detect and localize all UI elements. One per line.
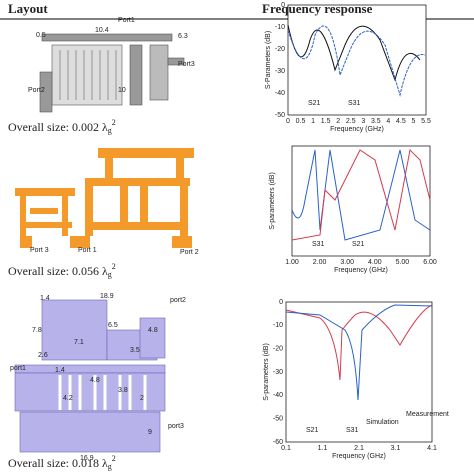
x-tick-label: 3.5 — [371, 118, 381, 125]
y-tick-label: -20 — [275, 46, 285, 53]
x-tick-label: 2.5 — [346, 118, 356, 125]
caption-sub: g — [108, 462, 112, 471]
y-tick-label: -50 — [275, 112, 285, 119]
caption: Overall size: 0.056 λg2 — [8, 262, 116, 279]
plot-annotation: S21 — [308, 100, 321, 107]
layout-label: 1.4 — [55, 367, 65, 374]
layout-3 — [14, 299, 166, 453]
y-tick-label: -40 — [275, 90, 285, 97]
caption-sub: g — [108, 270, 112, 279]
layout-label: 10 — [118, 87, 126, 94]
plot-annotation: S31 — [348, 100, 361, 107]
x-tick-label: 3.1 — [391, 445, 401, 452]
layout-label: Port 3 — [30, 247, 49, 254]
x-tick-label: 2.1 — [354, 445, 364, 452]
x-tick-label: 3.00 — [340, 259, 354, 266]
layout-label: 7.8 — [32, 327, 42, 334]
layout-label: 2.6 — [38, 352, 48, 359]
x-axis-label: Frequency (GHz) — [332, 453, 386, 460]
layout-label: 1.4 — [40, 295, 50, 302]
plot-annotation: Simulation — [366, 419, 399, 426]
layout-label: 2 — [140, 395, 144, 402]
layout-label: 3.5 — [130, 347, 140, 354]
plot-annotation: S21 — [306, 427, 319, 434]
plot-annotation: Measurement — [406, 411, 449, 418]
plot-2 — [291, 145, 431, 257]
layout-label: 4.8 — [90, 377, 100, 384]
x-tick-label: 5.5 — [421, 118, 431, 125]
caption-sup: 2 — [112, 118, 116, 127]
layout-label: 4.2 — [63, 395, 73, 402]
caption: Overall size: 0.002 λg2 — [8, 118, 116, 135]
plot-annotation: S31 — [312, 241, 325, 248]
layout-label: Port 2 — [180, 249, 199, 256]
x-axis-label: Frequency (GHz) — [334, 267, 388, 274]
layout-2 — [15, 148, 194, 248]
layout-label: 3.8 — [118, 387, 128, 394]
x-tick-label: 5.00 — [396, 259, 410, 266]
x-tick-label: 0.1 — [281, 445, 291, 452]
x-tick-label: 1 — [311, 118, 315, 125]
y-tick-label: -60 — [273, 439, 283, 446]
layout-label: 9 — [148, 429, 152, 436]
y-axis-label: S-parameters (dB) — [269, 172, 276, 230]
layout-label: port3 — [168, 423, 184, 430]
x-tick-label: 6.00 — [423, 259, 437, 266]
header-layout: Layout — [8, 1, 48, 16]
y-tick-label: -20 — [273, 346, 283, 353]
x-tick-label: 0.5 — [296, 118, 306, 125]
layout-label: 0.5 — [36, 32, 46, 39]
plot-3 — [285, 301, 433, 443]
y-axis-label: S-parameters (dB) — [263, 343, 270, 401]
header-response: Frequency response — [262, 1, 373, 16]
layout-label: port2 — [170, 297, 186, 304]
caption-sup: 2 — [112, 262, 116, 271]
caption-sup: 2 — [112, 454, 116, 463]
x-tick-label: 2 — [336, 118, 340, 125]
layout-label: 16.9 — [80, 455, 94, 462]
y-tick-label: -50 — [273, 416, 283, 423]
layout-label: 6.3 — [178, 33, 188, 40]
caption: Overall size: 0.018 λg2 — [8, 454, 116, 471]
x-axis-label: Frequency (GHz) — [330, 126, 384, 133]
plot-annotation: S21 — [352, 241, 365, 248]
x-tick-label: 4.00 — [368, 259, 382, 266]
layout-label: Port3 — [178, 61, 195, 68]
layout-label: Port 1 — [78, 247, 97, 254]
caption-text: Overall size: 0.002 λ — [8, 120, 108, 134]
y-tick-label: -30 — [273, 369, 283, 376]
caption-text: Overall size: 0.056 λ — [8, 264, 108, 278]
x-tick-label: 5 — [412, 118, 416, 125]
x-tick-label: 4.1 — [427, 445, 437, 452]
caption-sub: g — [108, 126, 112, 135]
plot-1 — [287, 4, 427, 116]
layout-label: 6.5 — [108, 322, 118, 329]
caption-text: Overall size: 0.018 λ — [8, 456, 108, 470]
layout-1 — [39, 33, 185, 113]
x-tick-label: 1.00 — [285, 259, 299, 266]
layout-label: 4.8 — [148, 327, 158, 334]
plot-annotation: S31 — [346, 427, 359, 434]
layout-label: port1 — [10, 365, 26, 372]
x-tick-label: 2.00 — [313, 259, 327, 266]
y-tick-label: -10 — [273, 322, 283, 329]
x-tick-label: 0 — [286, 118, 290, 125]
layout-label: Port1 — [118, 17, 135, 24]
layout-label: 7.1 — [74, 339, 84, 346]
y-tick-label: 0 — [279, 299, 283, 306]
x-tick-label: 1.1 — [318, 445, 328, 452]
layout-label: 18.9 — [100, 293, 114, 300]
y-tick-label: -30 — [275, 68, 285, 75]
x-tick-label: 3 — [361, 118, 365, 125]
layout-label: 10.4 — [95, 27, 109, 34]
x-tick-label: 4.5 — [396, 118, 406, 125]
y-axis-label: S-Parameters (dB) — [265, 31, 272, 89]
x-tick-label: 4 — [386, 118, 390, 125]
y-tick-label: -10 — [275, 24, 285, 31]
y-tick-label: -40 — [273, 392, 283, 399]
y-tick-label: 0 — [281, 2, 285, 9]
layout-label: Port2 — [28, 87, 45, 94]
x-tick-label: 1.5 — [321, 118, 331, 125]
